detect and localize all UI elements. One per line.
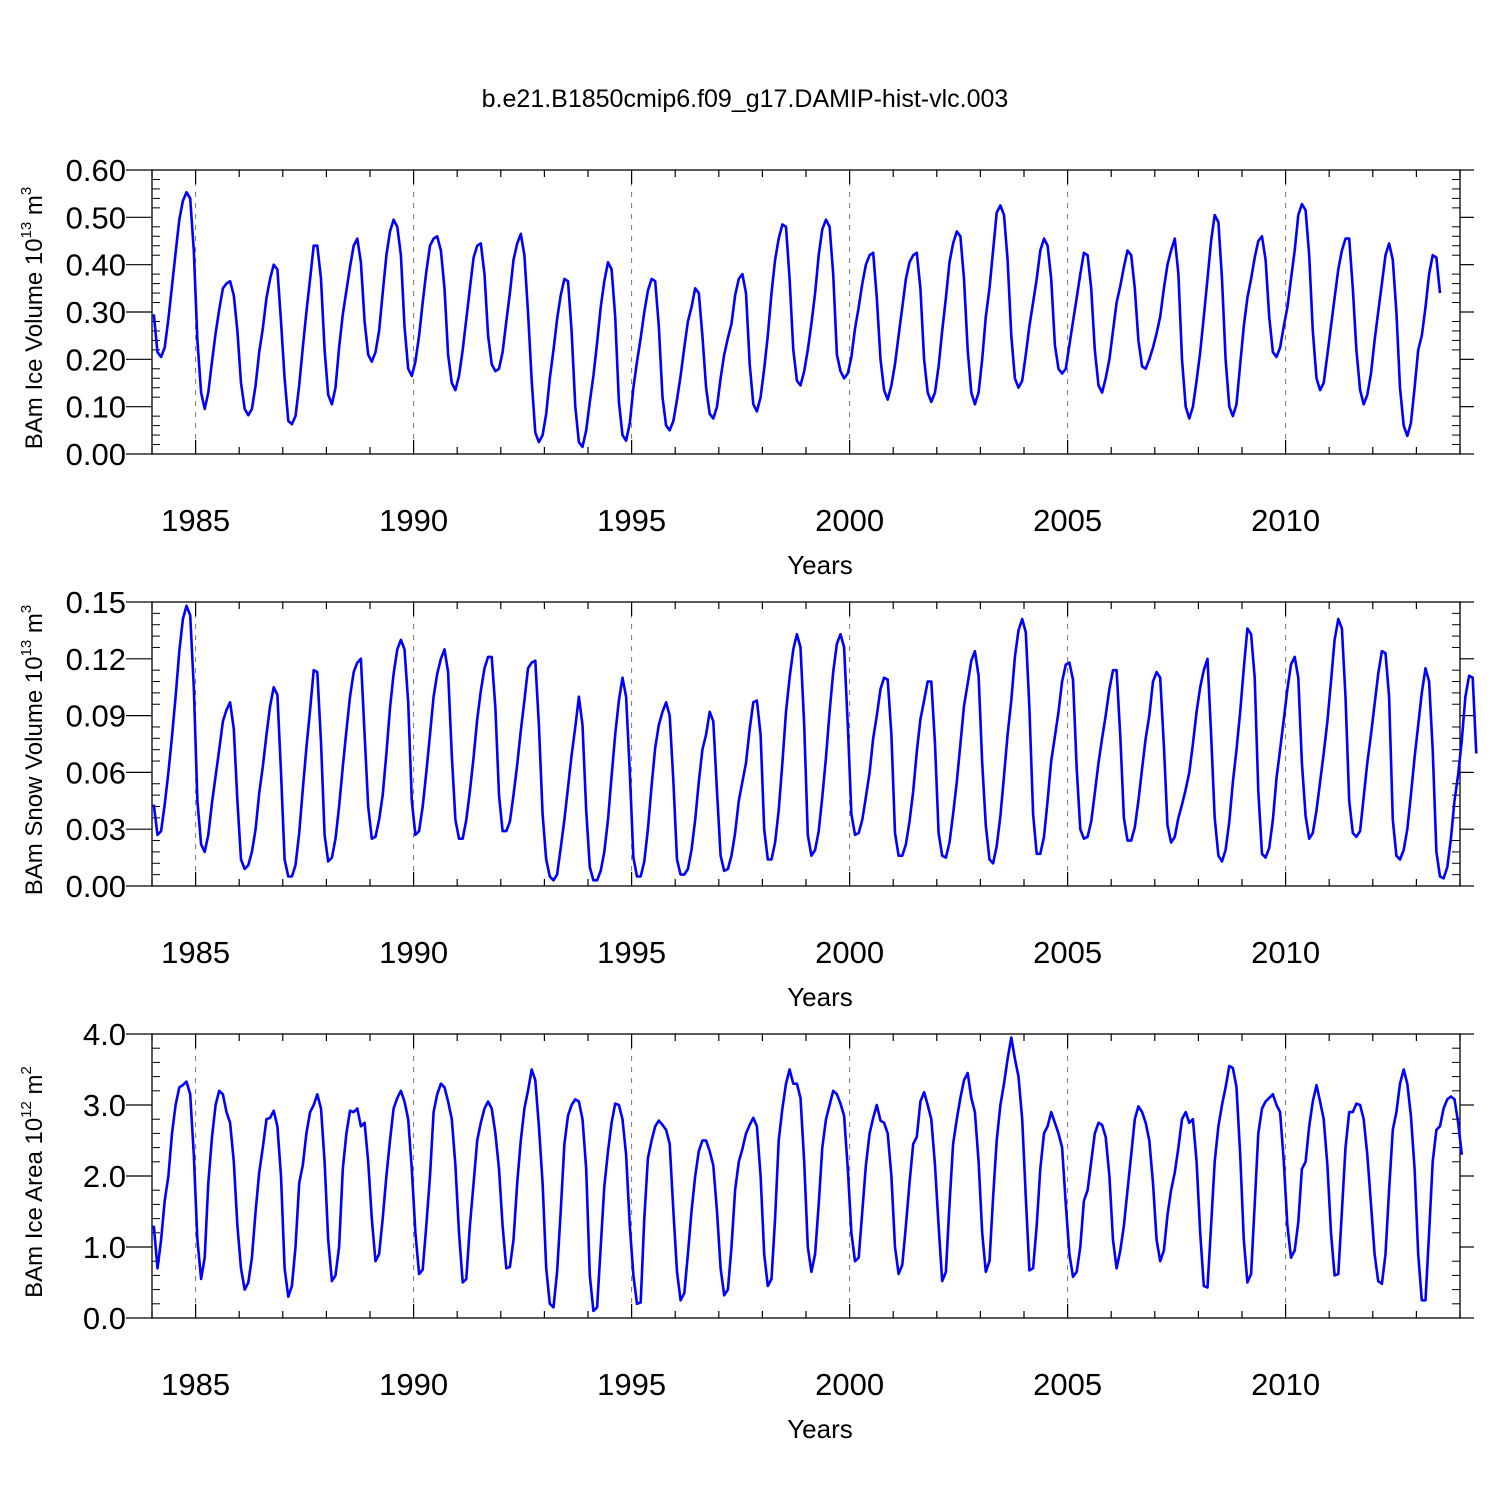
x-axis-label: Years [787, 1414, 853, 1444]
series-line [152, 1036, 1464, 1313]
y-tick-label: 0.12 [66, 642, 126, 677]
y-tick-label: 0.03 [66, 812, 126, 847]
y-tick-label: 4.0 [83, 1017, 126, 1052]
y-tick-label: 1.0 [83, 1230, 126, 1265]
y-axis-label-unit: m [21, 1074, 48, 1101]
panel-3: 0.0 1.0 2.0 3.0 4.0 1985 1990 1995 2000 2005 2010 Y… [18, 1017, 1474, 1444]
x-tick-label: 2000 [815, 1367, 884, 1402]
y-axis-label-unit: m [21, 195, 48, 222]
y-tick-label: 0.10 [66, 390, 126, 425]
y-axis-label-text: BAm Ice Area 10 [21, 1118, 48, 1298]
y-axis-label-exponent: 12 [18, 1101, 35, 1118]
x-tick-label: 2000 [815, 935, 884, 970]
x-tick-label: 1985 [161, 935, 230, 970]
y-tick-label: 0.00 [66, 869, 126, 904]
y-tick-label: 3.0 [83, 1088, 126, 1123]
x-tick-label: 1995 [597, 503, 666, 538]
y-axis-label-exponent: 13 [18, 640, 35, 657]
y-axis-label-unit-exponent: 2 [18, 1066, 35, 1074]
y-tick-label: 0.30 [66, 295, 126, 330]
x-axis-label: Years [787, 982, 853, 1012]
y-axis-label: BAm Ice Volume 1013 m3 [18, 187, 48, 449]
series-line [152, 190, 1442, 449]
y-tick-label: 0.06 [66, 755, 126, 790]
y-axis-label-text: BAm Snow Volume 10 [21, 656, 48, 895]
panel-1: 0.00 0.10 0.20 0.30 0.40 0.50 0.60 1985 1990 1995… [18, 153, 1474, 580]
x-tick-label: 1990 [379, 935, 448, 970]
x-tick-label: 2005 [1033, 935, 1102, 970]
y-axis-label: BAm Snow Volume 1013 m3 [18, 605, 48, 896]
x-tick-label: 2005 [1033, 1367, 1102, 1402]
x-tick-label: 2010 [1251, 503, 1320, 538]
x-tick-label: 1995 [597, 935, 666, 970]
y-axis-label-unit: m [21, 613, 48, 640]
y-tick-label: 0.60 [66, 153, 126, 188]
x-tick-label: 1990 [379, 503, 448, 538]
panels: 0.00 0.10 0.20 0.30 0.40 0.50 0.60 1985 1990 1995… [18, 153, 1478, 1444]
y-tick-label: 0.00 [66, 437, 126, 472]
x-tick-label: 2000 [815, 503, 884, 538]
y-tick-label: 0.50 [66, 200, 126, 235]
y-axis-label-text: BAm Ice Volume 10 [21, 238, 48, 449]
y-tick-label: 0.09 [66, 699, 126, 734]
y-axis-label: BAm Ice Area 1012 m2 [18, 1066, 48, 1298]
chart-title: b.e21.B1850cmip6.f09_g17.DAMIP-hist-vlc.… [482, 85, 1009, 113]
y-tick-label: 0.40 [66, 248, 126, 283]
y-tick-label: 0.15 [66, 585, 126, 620]
series-line [152, 604, 1478, 882]
y-tick-label: 0.0 [83, 1301, 126, 1336]
x-tick-label: 1995 [597, 1367, 666, 1402]
x-tick-label: 2005 [1033, 503, 1102, 538]
y-tick-label: 2.0 [83, 1159, 126, 1194]
y-axis-label-unit-exponent: 3 [18, 187, 35, 195]
x-tick-label: 1990 [379, 1367, 448, 1402]
y-axis-label-unit-exponent: 3 [18, 605, 35, 613]
x-tick-label: 2010 [1251, 935, 1320, 970]
x-tick-label: 2010 [1251, 1367, 1320, 1402]
plot-frame [151, 169, 1461, 455]
y-axis-label-exponent: 13 [18, 222, 35, 239]
x-tick-label: 1985 [161, 1367, 230, 1402]
x-tick-label: 1985 [161, 503, 230, 538]
panel-2: 0.00 0.03 0.06 0.09 0.12 0.15 1985 1990 1995 2000… [18, 585, 1478, 1012]
y-tick-label: 0.20 [66, 342, 126, 377]
x-axis-label: Years [787, 550, 853, 580]
